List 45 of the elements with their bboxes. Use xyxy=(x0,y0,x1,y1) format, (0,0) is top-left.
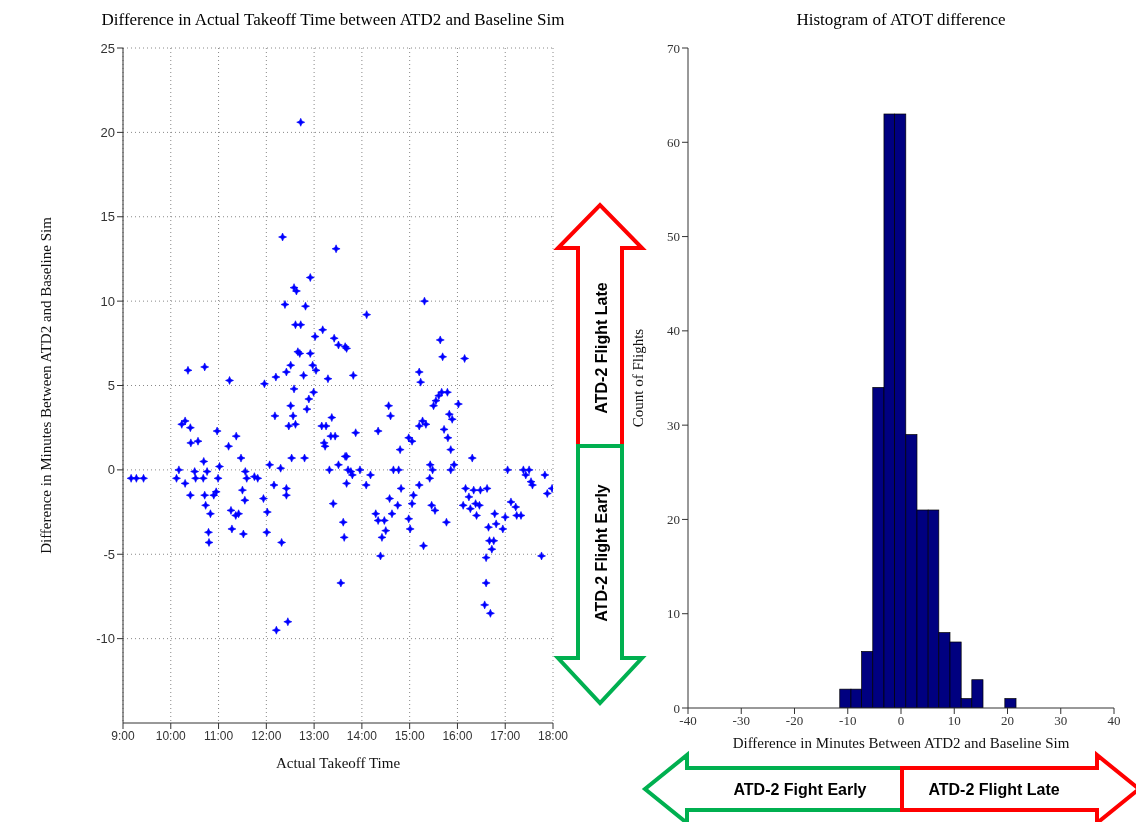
y-tick-label: 5 xyxy=(107,378,115,394)
x-tick-label: 20 xyxy=(1001,713,1014,729)
x-tick-label: 17:00 xyxy=(490,728,521,743)
y-tick-label: 20 xyxy=(667,512,680,528)
x-tick-label: -20 xyxy=(785,713,804,729)
x-tick-label: 12:00 xyxy=(251,728,282,743)
x-tick-label: 40 xyxy=(1107,713,1121,729)
y-tick-label: 30 xyxy=(667,417,680,433)
text: ATD-2 Flight Early xyxy=(593,484,610,622)
x-tick-label: 14:00 xyxy=(346,728,378,743)
y-tick-label: 0 xyxy=(107,462,115,478)
text: ATD-2 Fight Early xyxy=(733,781,867,798)
text: ATD-2 Flight Late xyxy=(593,282,610,414)
y-tick-label: 60 xyxy=(667,134,680,150)
y-tick-label: 50 xyxy=(667,229,680,245)
y-axis-title: Difference in Minutes Between ATD2 and Baseline Sim xyxy=(38,216,55,554)
x-tick-label: -30 xyxy=(732,713,750,729)
x-tick-label: 16:00 xyxy=(442,728,473,743)
chart-title: Difference in Actual Takeoff Time between ATD2 and Baseline Sim xyxy=(100,10,566,30)
x-tick-label: 11:00 xyxy=(203,728,234,743)
y-tick-label: -10 xyxy=(96,631,115,647)
y-tick-label: 0 xyxy=(673,700,680,716)
x-tick-label: 18:00 xyxy=(537,728,569,743)
x-tick-label: 9:00 xyxy=(111,728,135,743)
y-tick-label: 10 xyxy=(100,293,115,309)
y-tick-label: 10 xyxy=(667,606,680,622)
y-tick-label: 20 xyxy=(100,124,115,140)
y-tick-label: 40 xyxy=(667,323,680,339)
x-tick-label: 0 xyxy=(897,713,905,729)
x-tick-label: -40 xyxy=(679,713,697,729)
y-tick-label: -5 xyxy=(103,546,115,562)
x-axis-title: Difference in Minutes Between ATD2 and Baseline Sim xyxy=(732,735,1070,751)
x-tick-label: 10:00 xyxy=(155,728,187,743)
y-axis-title: Count of Flights xyxy=(630,328,647,428)
x-tick-label: -10 xyxy=(839,713,857,729)
y-tick-label: 15 xyxy=(100,209,115,225)
text: ATD-2 Flight Late xyxy=(928,781,1060,798)
y-tick-label: 25 xyxy=(100,40,115,56)
chart-title: Histogram of ATOT difference xyxy=(795,10,1007,30)
x-tick-label: 10 xyxy=(947,713,961,729)
x-axis-title: Actual Takeoff Time xyxy=(275,755,401,771)
x-tick-label: 13:00 xyxy=(299,728,330,743)
y-tick-label: 70 xyxy=(667,40,680,56)
x-tick-label: 30 xyxy=(1054,713,1068,729)
x-tick-label: 15:00 xyxy=(394,728,426,743)
